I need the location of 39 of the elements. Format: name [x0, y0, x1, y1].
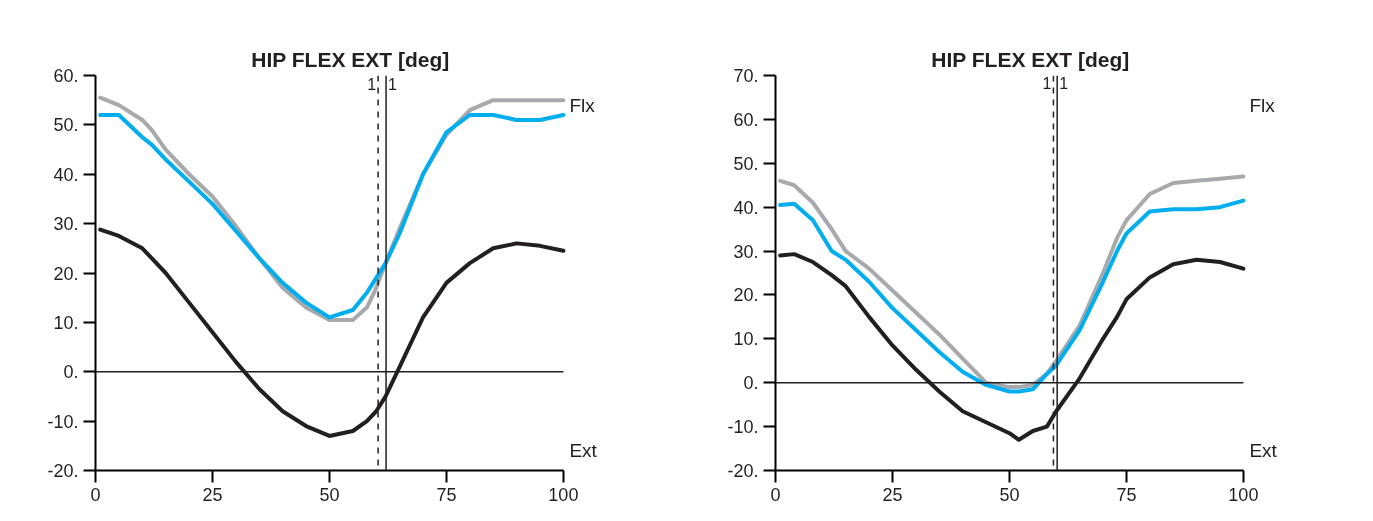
y-tick-label: 50. [733, 153, 759, 174]
y-tick-label: 70. [733, 66, 759, 86]
y-tick-label: 30. [53, 214, 79, 235]
annotation: 1 [367, 76, 377, 94]
x-tick-label: 25 [882, 484, 903, 505]
y-tick-label: 50. [53, 115, 79, 136]
y-tick-label: 0. [63, 362, 79, 383]
y-tick-label: 40. [53, 164, 79, 185]
text: Flx [569, 94, 596, 116]
y-tick-label: -20. [727, 461, 759, 481]
x-tick-label: 0 [770, 484, 781, 505]
y-tick-label: 30. [733, 241, 759, 262]
text: Ext [1249, 439, 1278, 461]
chart-title: HIP FLEX EXT [deg] [251, 47, 450, 71]
y-tick-label: -10. [727, 417, 759, 438]
x-tick-label: 100 [1228, 484, 1259, 505]
y-tick-label: 20. [733, 285, 759, 306]
y-tick-label: 20. [53, 263, 79, 284]
x-tick-label: 25 [202, 484, 223, 505]
y-tick-label: 60. [733, 109, 759, 130]
y-tick-label: 10. [53, 312, 79, 333]
y-tick-label: -10. [47, 411, 79, 432]
y-tick-label: 10. [733, 329, 759, 350]
text: Flx [1249, 94, 1276, 116]
y-tick-label: -20. [47, 461, 79, 481]
y-tick-label: 60. [53, 66, 79, 86]
x-tick-label: 0 [90, 484, 101, 505]
x-tick-label: 50 [999, 484, 1020, 505]
y-tick-label: 0. [743, 373, 759, 394]
x-tick-label: 75 [1116, 484, 1137, 505]
x-tick-label: 100 [548, 484, 579, 505]
chart-title: HIP FLEX EXT [deg] [931, 47, 1130, 71]
annotation: 1 [1042, 74, 1052, 92]
x-tick-label: 50 [319, 484, 340, 505]
annotation: 1 [388, 76, 398, 94]
text: Ext [569, 439, 598, 461]
x-tick-label: 75 [436, 484, 457, 505]
annotation: 1 [1059, 74, 1069, 92]
y-tick-label: 40. [733, 197, 759, 218]
